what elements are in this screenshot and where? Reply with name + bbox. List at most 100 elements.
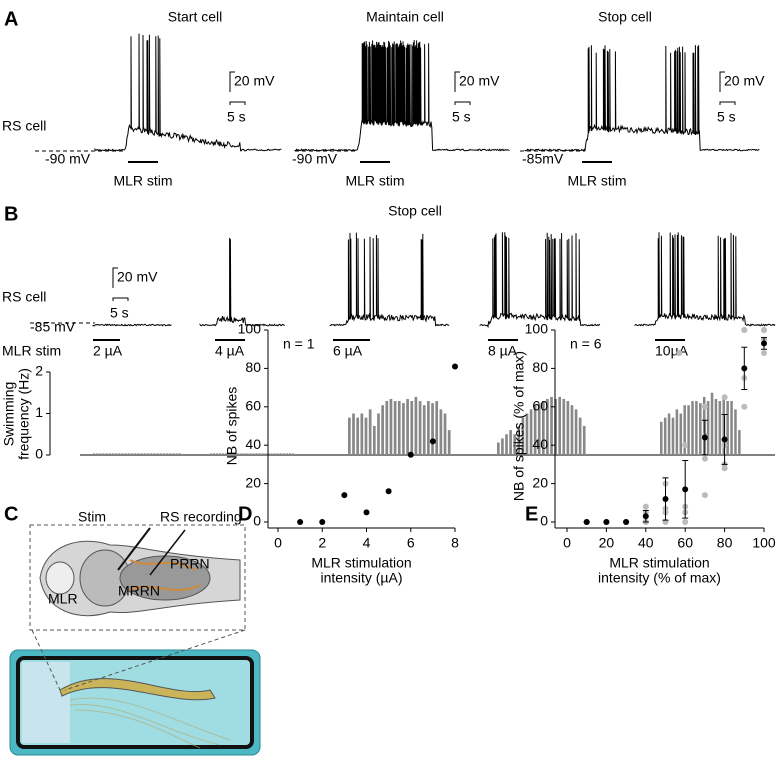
point: [583, 519, 590, 525]
bar: [231, 453, 234, 455]
point: [761, 350, 767, 357]
panel-letter: D: [238, 503, 252, 525]
scale-bar: [454, 71, 471, 105]
bar: [702, 396, 706, 455]
bar: [546, 398, 549, 455]
bar: [734, 409, 737, 455]
bar: [699, 403, 702, 455]
bar: [414, 396, 418, 455]
bar: [153, 453, 156, 455]
trace: [94, 33, 282, 152]
bar: [172, 453, 175, 455]
bar: [447, 430, 451, 455]
scale-bar: [229, 71, 246, 105]
point: [741, 365, 748, 372]
bar: [261, 453, 264, 455]
vm-label: -90 mV: [45, 151, 91, 167]
bar: [542, 401, 545, 455]
x-tick-label: 2: [318, 535, 326, 551]
bar: [364, 417, 368, 455]
bar: [377, 413, 380, 455]
bar: [225, 453, 228, 455]
scale-label: 5 s: [452, 109, 471, 125]
bar: [714, 398, 718, 455]
bar: [691, 401, 694, 455]
bar: [210, 453, 212, 455]
scale-label: 5 s: [227, 109, 246, 125]
label: PRRN: [170, 556, 210, 572]
bar: [237, 453, 240, 455]
point: [642, 513, 649, 520]
bar: [537, 403, 541, 455]
bar: [695, 401, 698, 455]
bar: [738, 430, 741, 455]
point: [701, 434, 708, 441]
bar: [118, 453, 121, 455]
point: [429, 438, 436, 445]
x-tick-label: 60: [677, 535, 693, 551]
panel-letter: A: [4, 8, 18, 30]
stim-label: MLR stim: [2, 343, 61, 359]
scale-label: 5 s: [717, 109, 736, 125]
scale-label: 20 mV: [724, 73, 765, 89]
stim-label: MLR stim: [567, 173, 626, 189]
x-axis-label: intensity (µA): [321, 570, 403, 586]
bar: [258, 453, 261, 455]
bar: [105, 453, 108, 455]
stim-label: MLR stim: [113, 173, 172, 189]
bar: [356, 417, 360, 455]
bar: [525, 413, 529, 455]
x-tick-label: 40: [638, 535, 654, 551]
bar: [108, 453, 111, 455]
annotation: n = 6: [570, 336, 602, 352]
y-tick-label: 40: [245, 436, 261, 452]
point: [741, 327, 748, 333]
y-tick-label: 100: [525, 321, 549, 337]
bar: [517, 425, 521, 455]
bar: [554, 398, 557, 455]
bar: [671, 417, 675, 455]
y-tick-label: 40: [532, 436, 548, 452]
y-axis-label: Swimming: [1, 382, 17, 447]
bar: [385, 401, 389, 455]
point: [452, 363, 458, 370]
x-axis-label: intensity (% of max): [598, 570, 721, 586]
bar: [175, 453, 178, 455]
annotation: n = 1: [283, 336, 315, 352]
bar: [270, 453, 273, 455]
x-tick-label: 100: [752, 535, 776, 551]
point: [682, 486, 689, 493]
y-tick-label: 20: [245, 474, 261, 490]
x-axis-label: MLR stimulation: [609, 555, 709, 571]
row-label: RS cell: [2, 118, 46, 134]
bar: [96, 453, 99, 455]
bar: [178, 453, 181, 455]
x-tick-label: 6: [407, 535, 415, 551]
point: [721, 394, 728, 401]
point: [341, 492, 348, 499]
point: [363, 509, 370, 516]
scale-bar: [112, 267, 129, 301]
cell-title: Maintain cell: [366, 9, 444, 25]
x-tick-label: 0: [274, 535, 282, 551]
y-axis-label: frequency (Hz): [16, 368, 32, 460]
trace: [479, 232, 601, 329]
point: [761, 327, 767, 333]
current-label: 10µA: [655, 343, 689, 359]
point: [682, 442, 689, 449]
bar: [282, 453, 285, 455]
point: [642, 503, 649, 510]
y-tick-label: 0: [35, 446, 43, 462]
point: [701, 492, 708, 499]
point: [385, 488, 392, 495]
bar: [521, 417, 525, 455]
y-tick-label: 60: [532, 398, 548, 414]
bar: [422, 405, 426, 455]
trace: [634, 232, 776, 327]
bar: [562, 398, 566, 455]
bar: [372, 425, 376, 455]
bar: [726, 401, 729, 455]
bar: [216, 453, 219, 455]
trace: [92, 323, 172, 327]
point: [662, 495, 669, 502]
